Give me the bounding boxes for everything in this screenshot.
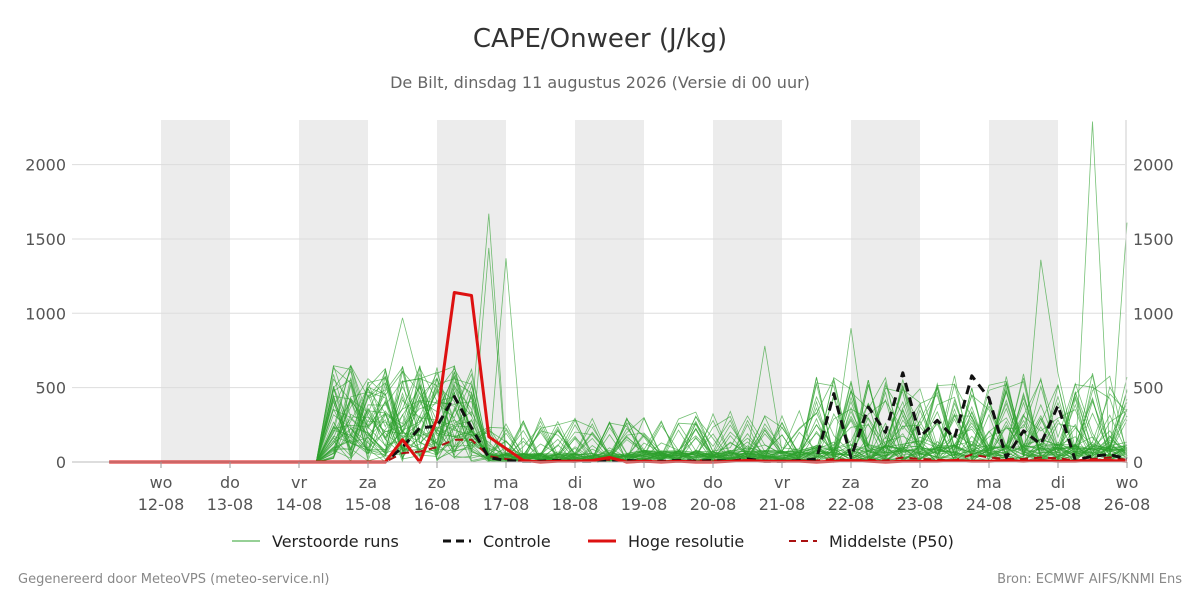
x-tick-date: 13-08 <box>207 495 254 514</box>
x-tick-day: wo <box>633 473 656 492</box>
x-tick-date: 19-08 <box>621 495 668 514</box>
footer-credit: Gegenereerd door MeteoVPS (meteo-service… <box>18 572 330 587</box>
x-tick-date: 22-08 <box>828 495 875 514</box>
x-tick-day: wo <box>1116 473 1139 492</box>
x-tick-date: 26-08 <box>1104 495 1151 514</box>
x-tick-date: 12-08 <box>138 495 185 514</box>
chart-title: CAPE/Onweer (J/kg) <box>472 24 728 54</box>
chart-subtitle: De Bilt, dinsdag 11 augustus 2026 (Versi… <box>390 73 810 92</box>
x-tick-day: di <box>568 473 583 492</box>
x-tick-date: 17-08 <box>483 495 530 514</box>
legend-label-3: Middelste (P50) <box>829 532 954 551</box>
day-band-1 <box>299 120 368 462</box>
x-tick-date: 21-08 <box>759 495 806 514</box>
axes: 0 0 500 500 1000 1000 1500 1500 2000 2000 wo 12-08 d… <box>25 120 1174 514</box>
x-tick-day: di <box>1051 473 1066 492</box>
x-tick-day: zo <box>911 473 929 492</box>
x-tick-day: ma <box>493 473 518 492</box>
x-tick-date: 15-08 <box>345 495 392 514</box>
legend-label-0: Verstoorde runs <box>272 532 399 551</box>
x-tick-date: 25-08 <box>1035 495 1082 514</box>
y-tick-label-left: 500 <box>35 379 66 398</box>
legend: Verstoorde runs Controle Hoge resolutie Mid… <box>232 532 954 551</box>
x-tick-day: zo <box>428 473 446 492</box>
x-tick-date: 14-08 <box>276 495 323 514</box>
x-tick-date: 18-08 <box>552 495 599 514</box>
legend-label-2: Hoge resolutie <box>628 532 744 551</box>
x-tick-day: do <box>220 473 240 492</box>
day-band-0 <box>161 120 230 462</box>
x-tick-date: 16-08 <box>414 495 461 514</box>
x-tick-day: vr <box>774 473 790 492</box>
day-band-3 <box>575 120 644 462</box>
y-tick-label-right: 0 <box>1133 453 1143 472</box>
x-tick-day: ma <box>976 473 1001 492</box>
x-tick-day: za <box>359 473 377 492</box>
grid-lines <box>72 164 1125 389</box>
x-tick-day: za <box>842 473 860 492</box>
x-tick-date: 20-08 <box>690 495 737 514</box>
x-tick-date: 23-08 <box>897 495 944 514</box>
x-tick-date: 24-08 <box>966 495 1013 514</box>
footer-source: Bron: ECMWF AIFS/KNMI Ens <box>997 572 1182 587</box>
weekend-bands <box>161 120 1058 462</box>
y-tick-label-left: 1500 <box>25 230 66 249</box>
legend-label-1: Controle <box>483 532 551 551</box>
y-tick-label-right: 500 <box>1133 379 1164 398</box>
x-tick-day: vr <box>291 473 307 492</box>
y-tick-label-right: 1500 <box>1133 230 1174 249</box>
x-tick-day: wo <box>150 473 173 492</box>
y-tick-label-left: 1000 <box>25 304 66 323</box>
y-tick-label-left: 0 <box>56 453 66 472</box>
y-tick-label-left: 2000 <box>25 156 66 175</box>
y-tick-label-right: 1000 <box>1133 304 1174 323</box>
y-tick-label-right: 2000 <box>1133 156 1174 175</box>
day-band-4 <box>713 120 782 462</box>
x-tick-day: do <box>703 473 723 492</box>
